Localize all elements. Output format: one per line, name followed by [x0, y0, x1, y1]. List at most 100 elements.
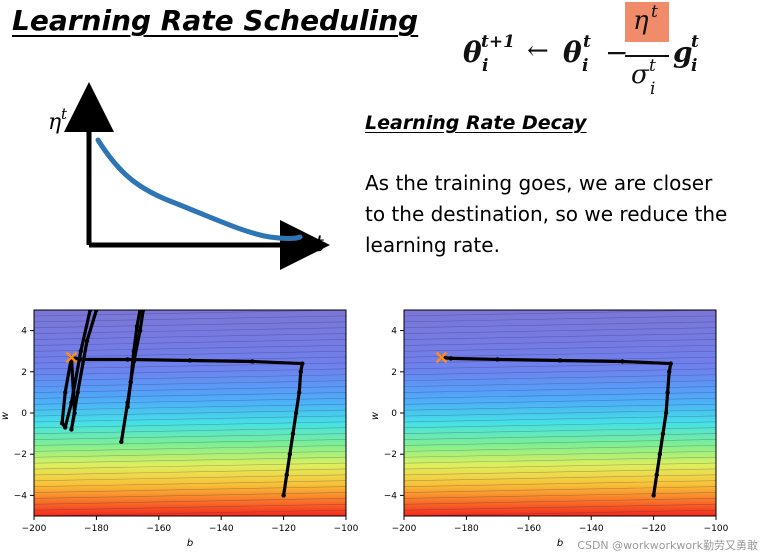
formula-gradient-sub: i [691, 56, 698, 76]
contour-line [404, 450, 716, 458]
formula-denominator: σ [631, 60, 649, 90]
contour-line [404, 386, 716, 393]
y-tick-label: −4 [14, 491, 28, 501]
y-tick-label: 0 [391, 409, 397, 419]
update-formula: θ t+1 i ← θ t i − η t σ t i g t i [455, 0, 755, 112]
path-point [668, 361, 673, 366]
optimization-paths [59, 310, 305, 498]
x-axis-label: t [315, 232, 324, 257]
contour-line [404, 509, 716, 516]
path-point [59, 421, 65, 426]
contour-line [404, 498, 716, 505]
x-tick-label: −180 [454, 524, 479, 534]
contour-line [34, 380, 346, 387]
contour-line [34, 486, 346, 493]
contour-line [34, 498, 346, 505]
contour-line [404, 321, 716, 329]
path-point [75, 390, 80, 395]
x-tick-label: −200 [392, 524, 417, 534]
x-tick-label: −180 [84, 524, 109, 534]
y-tick-label: −2 [384, 450, 397, 460]
contour-line [404, 327, 716, 334]
path-point [137, 310, 143, 313]
formula-gradient: g [673, 36, 693, 69]
contour-line [404, 392, 716, 399]
contour-line [404, 462, 716, 470]
contour-line [404, 333, 716, 340]
path-point [72, 410, 77, 416]
y-axis-label: η [48, 110, 61, 135]
path-point [87, 310, 93, 313]
path-point [137, 328, 143, 333]
contour-line [34, 315, 346, 323]
section-subtitle: Learning Rate Decay [365, 112, 587, 134]
contour-line [34, 386, 346, 393]
contour-line [404, 456, 716, 464]
section-description: As the training goes, we are closer to t… [365, 171, 728, 257]
formula-lhs-sup: t+1 [481, 32, 515, 52]
formula-fraction-bar [625, 55, 669, 57]
contour-line [404, 486, 716, 493]
path-point [84, 338, 90, 344]
path-point [620, 359, 625, 364]
path-point [651, 493, 656, 498]
path-point [660, 431, 666, 436]
x-tick-label: −160 [146, 524, 171, 534]
formula-highlight [625, 2, 669, 42]
contour-line [404, 397, 716, 405]
path-point [663, 410, 669, 416]
start-marker [65, 351, 78, 364]
contour-line [34, 450, 346, 458]
path-point [250, 359, 255, 364]
slide-title: Learning Rate Scheduling [12, 4, 419, 37]
contour-line [404, 480, 716, 487]
x-tick-label: −100 [704, 524, 729, 534]
contour-line [404, 350, 716, 358]
decay-curve [95, 137, 303, 241]
contour-line [34, 333, 346, 340]
contour-line [34, 439, 346, 446]
contour-line [700, 515, 716, 516]
path-point [665, 390, 670, 395]
contour-line [404, 492, 716, 499]
formula-lhs-sub: i [482, 56, 489, 76]
contour-line [34, 474, 346, 482]
learning-rate-decay-graph: η t t [48, 82, 330, 270]
y-tick-label: 4 [21, 327, 27, 337]
contour-line [34, 462, 346, 470]
contour-line [34, 492, 346, 499]
x-tick-label: −200 [22, 524, 47, 534]
contour-line [404, 374, 716, 382]
y-tick-label: 4 [391, 327, 397, 337]
y-axis-label: w [0, 411, 11, 420]
contour-line [404, 403, 716, 411]
path-point [128, 379, 133, 385]
watermark: CSDN @workworkwork勤劳又勇敢 [577, 539, 758, 552]
contour-plot-right: −200 −180 −160 −140 −120 −100 4 2 0 −2 −4 b w [370, 309, 729, 549]
start-marker-stroke [65, 351, 78, 364]
formula-minus: − [605, 36, 629, 69]
contour-line [34, 310, 346, 317]
formula-numerator: η [633, 6, 649, 36]
y-tick-label: 0 [21, 409, 27, 419]
formula-rhs-sub: i [582, 56, 589, 76]
path-point [281, 493, 286, 498]
formula-rhs-sup: t [583, 32, 591, 52]
contour-line [34, 368, 346, 376]
path-point [187, 358, 193, 363]
contour-line [330, 515, 346, 516]
path-point [62, 390, 68, 395]
path-point [62, 425, 68, 430]
y-tick-label: −4 [384, 491, 398, 501]
contour-line [34, 409, 346, 417]
path-point [297, 390, 302, 395]
path-point [298, 369, 303, 374]
path-point [654, 472, 659, 477]
path-point [300, 361, 305, 366]
contour-line [404, 409, 716, 417]
path-point [94, 310, 99, 313]
contour-line [34, 350, 346, 358]
x-tick-label: −100 [334, 524, 359, 534]
y-axis-label-sup: t [61, 105, 68, 123]
contour-line [404, 310, 716, 317]
